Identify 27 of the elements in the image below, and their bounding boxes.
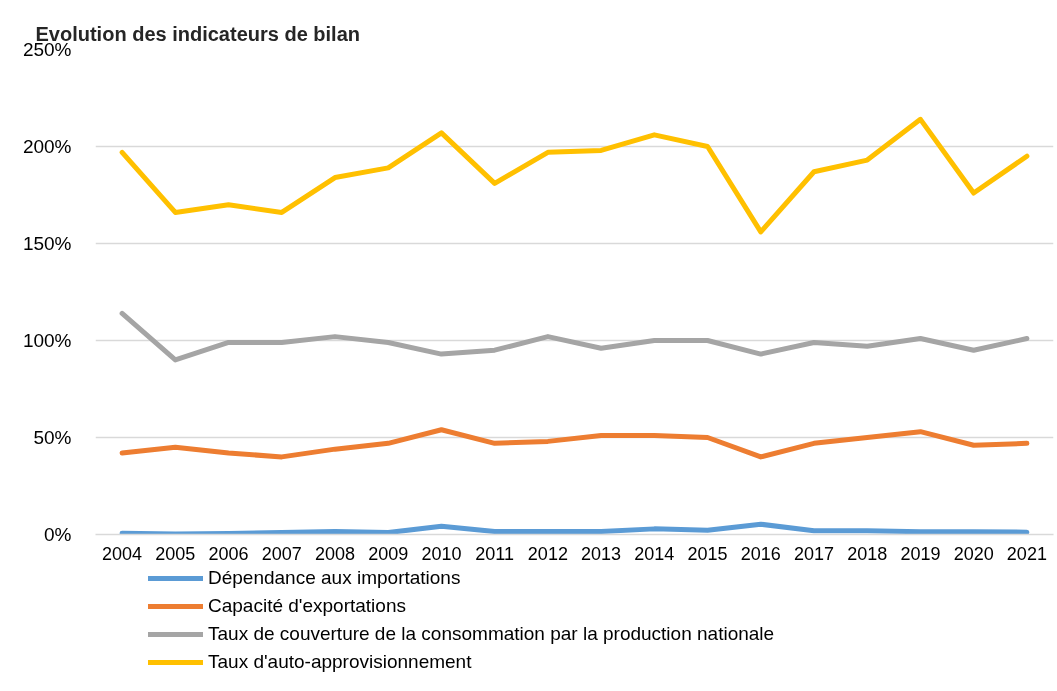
x-tick-label: 2013	[581, 543, 622, 564]
x-tick-label: 2004	[102, 543, 143, 564]
x-tick-label: 2012	[527, 543, 568, 564]
y-tick-label: 100%	[22, 330, 72, 351]
x-tick-label: 2021	[1006, 543, 1047, 564]
x-tick-label: 2011	[475, 543, 515, 564]
x-tick-label: 2007	[261, 543, 302, 564]
x-tick-label: 2005	[155, 543, 196, 564]
y-tick-label: 0%	[44, 524, 72, 545]
y-tick-label: 50%	[33, 427, 72, 448]
y-tick-label: 200%	[22, 136, 72, 157]
x-tick-label: 2016	[740, 543, 781, 564]
x-tick-label: 2010	[421, 543, 462, 564]
x-tick-label: 2017	[793, 543, 835, 564]
x-tick-label: 2006	[208, 543, 249, 564]
x-tick-label: 2008	[314, 543, 356, 564]
x-tick-label: 2018	[847, 543, 888, 564]
y-tick-label: 150%	[22, 233, 72, 254]
x-tick-label: 2009	[368, 543, 409, 564]
legend-label: Taux d'auto-approvisionnement	[208, 651, 472, 673]
x-tick-label: 2019	[900, 543, 941, 564]
legend-label: Capacité d'exportations	[208, 595, 406, 617]
x-tick-label: 2015	[687, 543, 728, 564]
legend-label: Dépendance aux importations	[208, 567, 461, 589]
legend-label: Taux de couverture de la consommation par la production nationale	[208, 623, 775, 645]
x-tick-label: 2020	[953, 543, 994, 564]
x-tick-label: 2014	[634, 543, 675, 564]
